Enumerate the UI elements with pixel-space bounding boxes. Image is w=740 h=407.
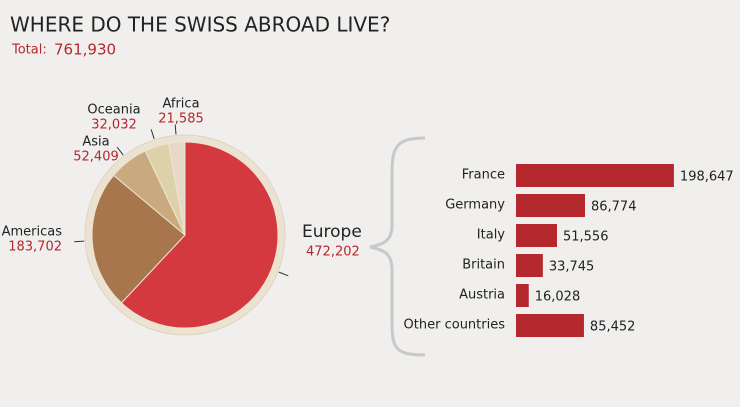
- bar: [516, 254, 543, 277]
- bar: [516, 164, 674, 187]
- leader-line: [116, 146, 124, 156]
- category-label: Britain: [462, 258, 505, 273]
- total-value: 761,930: [54, 41, 116, 59]
- category-label: Italy: [477, 228, 506, 243]
- slice-value: 183,702: [8, 240, 62, 255]
- value-label: 198,647: [680, 170, 734, 185]
- brace: [369, 136, 426, 357]
- slice-label: Oceania: [87, 103, 140, 118]
- category-label: Austria: [459, 288, 505, 303]
- value-label: 85,452: [590, 320, 636, 335]
- leader-line: [278, 271, 289, 277]
- category-label: France: [462, 168, 505, 183]
- slice-label: Americas: [2, 225, 63, 240]
- slice-label: Asia: [82, 135, 109, 150]
- bar: [516, 314, 584, 337]
- bar: [516, 284, 529, 307]
- chart-title: WHERE DO THE SWISS ABROAD LIVE?: [10, 13, 390, 37]
- category-label: Germany: [445, 198, 505, 213]
- leader-line: [174, 124, 177, 135]
- pie-slice: [120, 141, 279, 329]
- category-label: Other countries: [404, 318, 506, 333]
- bar: [516, 194, 585, 217]
- pie-slice: [91, 174, 186, 304]
- slice-value: 472,202: [306, 245, 360, 260]
- total-label: Total:: [11, 43, 47, 58]
- value-label: 51,556: [563, 230, 609, 245]
- slice-value: 32,032: [91, 118, 137, 133]
- pie-slice: [167, 141, 186, 236]
- slice-value: 21,585: [158, 112, 204, 127]
- slice-value: 52,409: [73, 150, 119, 165]
- slice-label: Africa: [162, 97, 199, 112]
- bar: [516, 224, 557, 247]
- leader-line: [150, 129, 155, 139]
- slice-label: Europe: [302, 222, 362, 242]
- value-label: 33,745: [549, 260, 595, 275]
- value-label: 86,774: [591, 200, 637, 215]
- leader-line: [74, 240, 85, 243]
- value-label: 16,028: [535, 290, 581, 305]
